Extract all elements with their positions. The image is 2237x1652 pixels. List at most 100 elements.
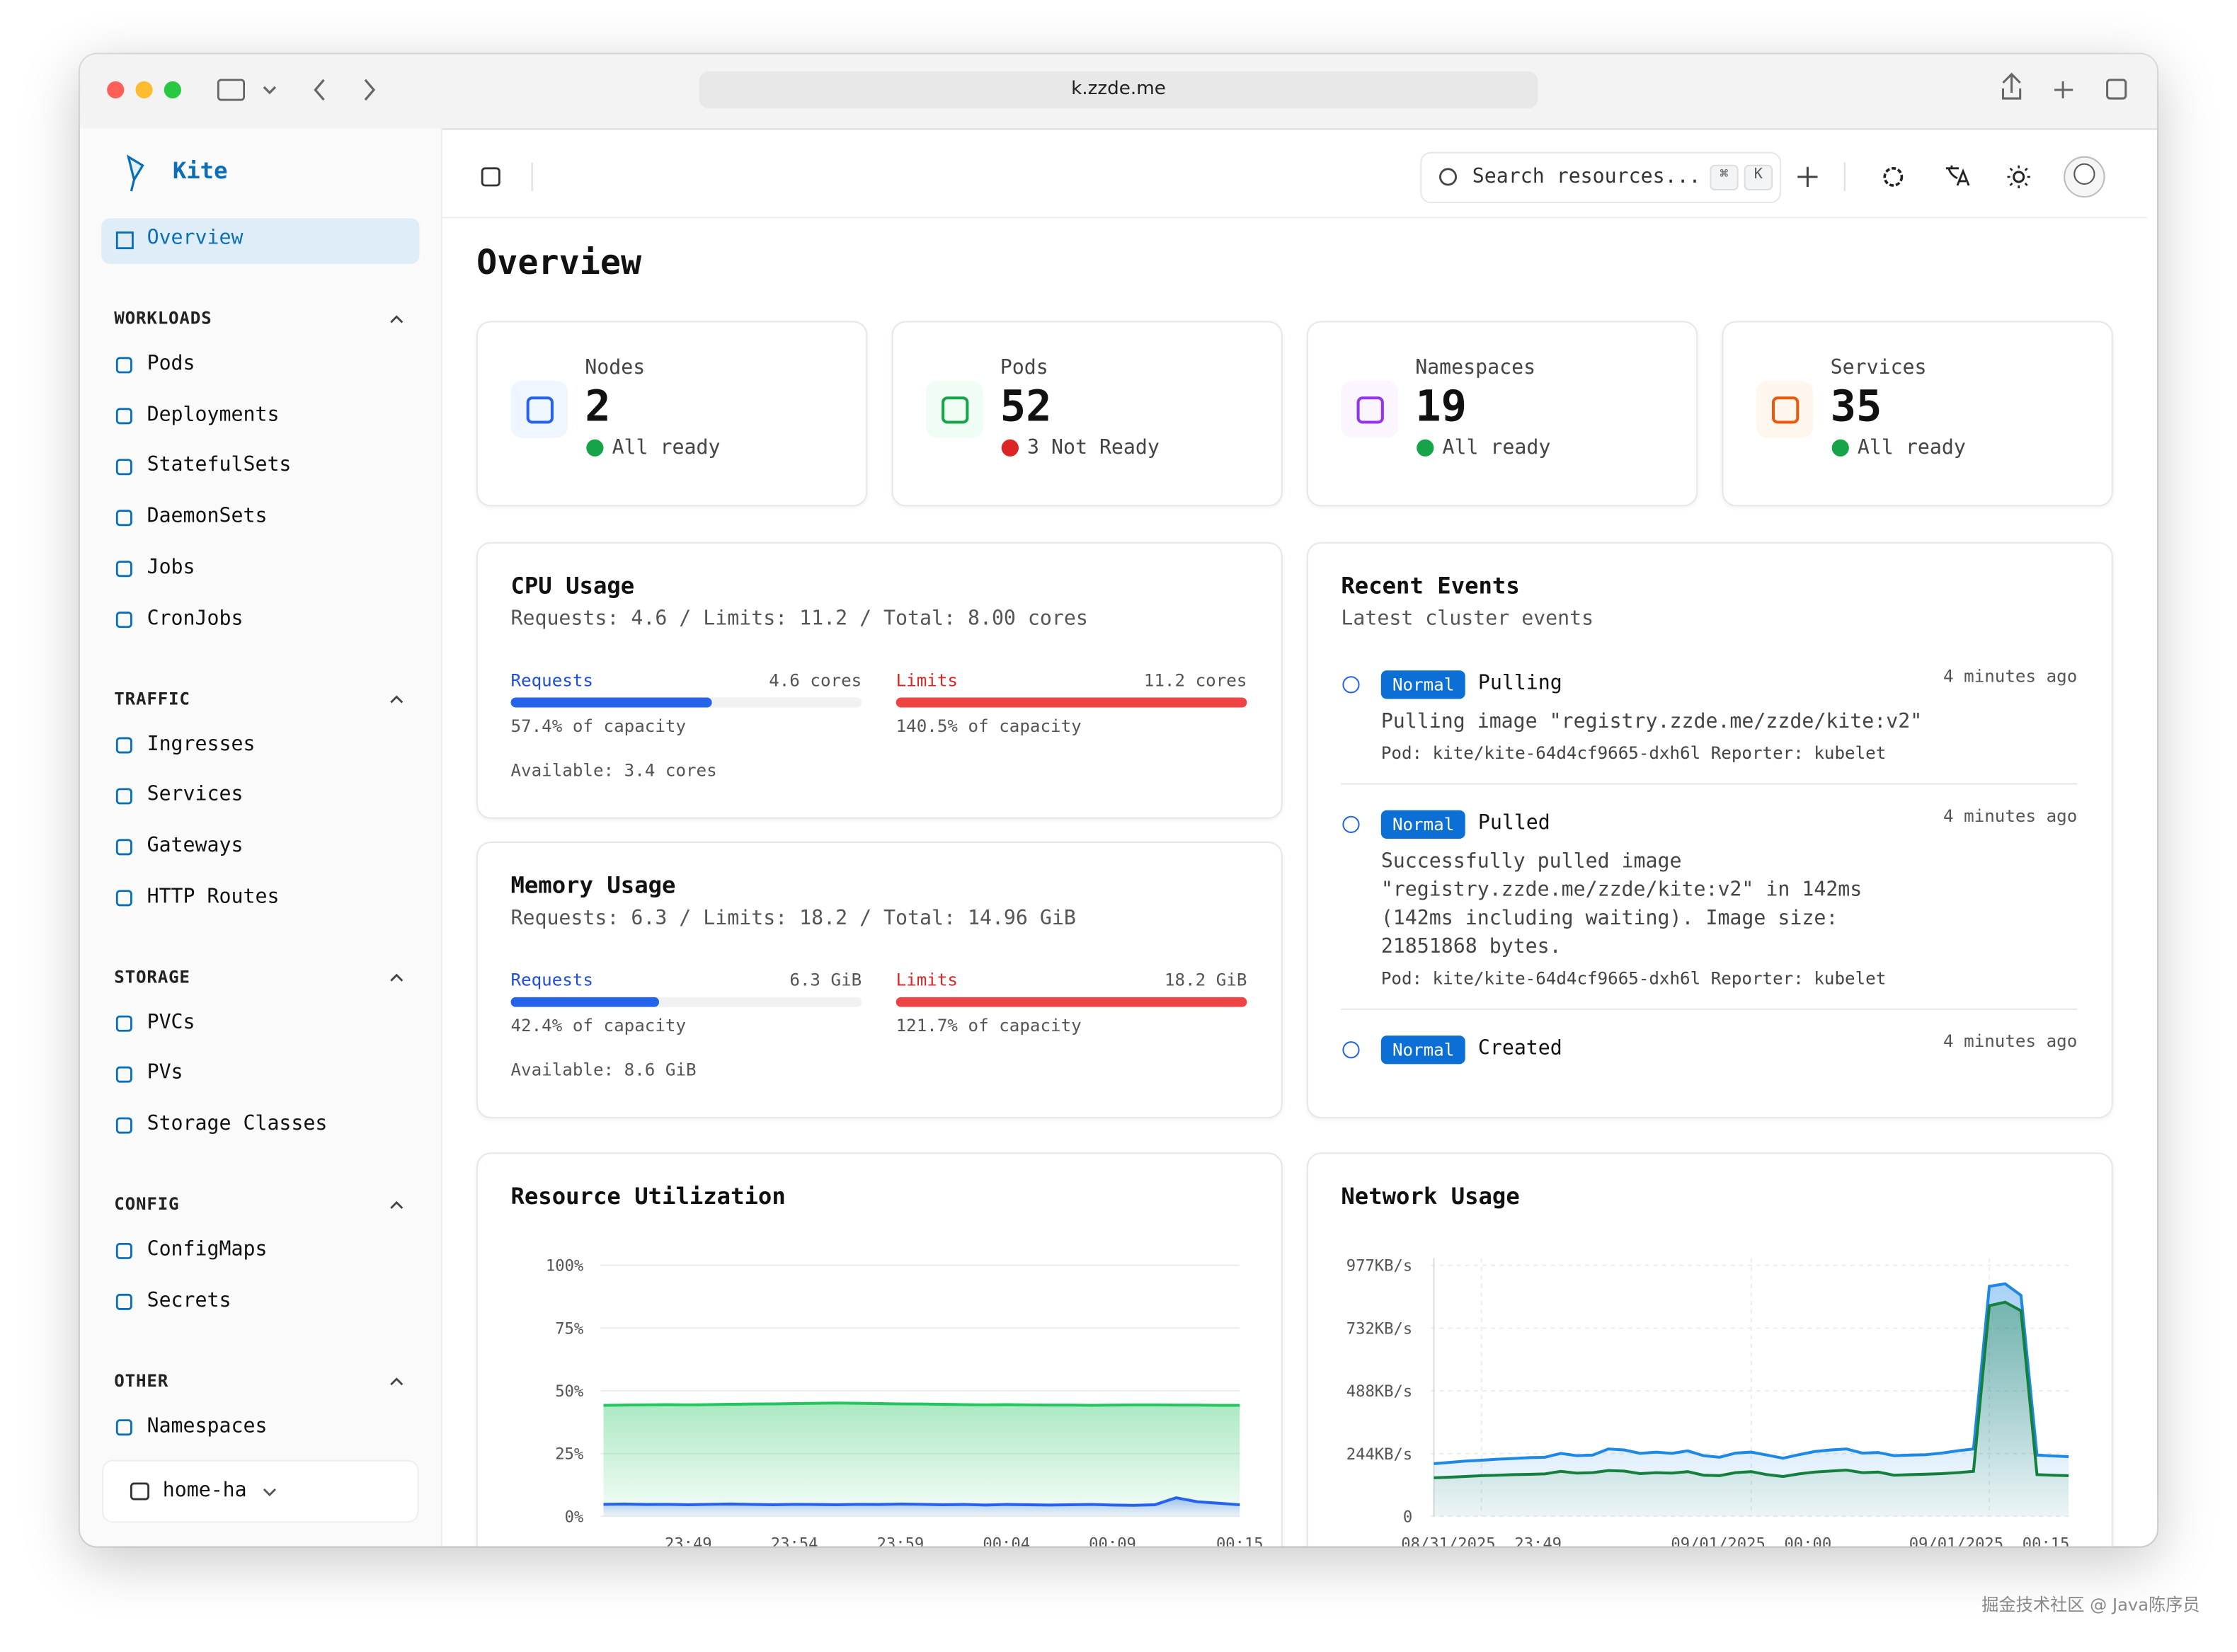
stat-icon [1756,381,1814,438]
nav-item-active[interactable]: Overview [147,226,244,250]
usage-summary: Requests: 4.6 / Limits: 11.2 / Total: 8.… [510,607,1088,631]
stat-value: 35 [1830,382,1882,432]
status-dot [1417,439,1434,457]
event-item[interactable]: Normal Created 4 minutes ago [1341,1030,2077,1087]
chart-title: Network Usage [1341,1182,1520,1210]
stat-icon [510,381,568,438]
cluster-name[interactable]: home-ha [162,1479,247,1503]
tabs-button[interactable] [2106,79,2127,100]
event-meta: Pod: kite/kite-64d4cf9665-dxh6l Reporter… [1380,968,1887,989]
available: Available: 8.6 GiB [510,1060,697,1080]
nav-item[interactable]: Jobs [147,556,195,579]
usage-card [476,541,1283,819]
watermark: 掘金技术社区 @ Java陈序员 [1981,1595,2200,1615]
event-meta: Pod: kite/kite-64d4cf9665-dxh6l Reporter… [1380,742,1887,764]
stat-value: 19 [1415,382,1467,432]
nav-item[interactable]: Ingresses [147,732,256,756]
nav-item[interactable]: HTTP Routes [147,885,280,908]
nav-item[interactable]: ConfigMaps [147,1238,268,1261]
chrome-icons [101,71,2127,1523]
bar-percent: 57.4% of capacity [510,716,687,736]
event-badge: Normal [1380,810,1466,839]
browser-actions[interactable] [2001,72,2073,100]
sidebar-toggle[interactable] [217,79,246,101]
status-dot [586,439,604,457]
theme-button[interactable] [2013,171,2025,183]
bar-fill [896,697,1247,708]
nav-group-title[interactable]: STORAGE [114,966,190,987]
event-item[interactable]: Normal Pulling 4 minutes ago Pulling image … [1341,665,2078,785]
info-icon [1342,676,1360,694]
info-icon [1342,815,1360,833]
stat-label: Pods [1000,356,1048,380]
url: k.zzde.me [1071,78,1166,101]
nav-item[interactable]: PVs [147,1061,183,1085]
nav-item[interactable]: PVCs [147,1011,195,1034]
event-message: Successfully pulled image "registry.zzde… [1380,850,1863,959]
stat-glyph [942,396,969,424]
nav-item[interactable]: DaemonSets [147,505,268,528]
stat-label: Nodes [585,356,646,380]
bar-fill [510,697,713,708]
nav-group-title[interactable]: CONFIG [114,1193,180,1215]
minimize-button[interactable] [135,81,153,99]
nav-group-title[interactable]: TRAFFIC [114,688,190,709]
url-bar[interactable] [699,71,1538,109]
stat-glyph [1356,396,1384,424]
stat-label: Services [1830,356,1927,380]
nav-item[interactable]: Gateways [147,834,244,857]
stat-icon [925,381,983,438]
settings-button[interactable] [1883,166,1904,187]
nav-icon [115,231,134,250]
sidebar [79,128,442,1547]
usage-summary: Requests: 6.3 / Limits: 18.2 / Total: 14… [510,907,1076,930]
event-item[interactable]: Normal Pulled 4 minutes ago Successfully pu… [1341,805,2078,1010]
zoom-button[interactable] [164,81,181,99]
search-icon [1439,168,1458,186]
event-row: Normal Pulled 4 minutes ago [1380,806,2077,842]
stat-label: Namespaces [1415,356,1536,380]
search-box[interactable] [1420,151,1782,204]
bar-percent: 42.4% of capacity [510,1015,687,1036]
nav-item[interactable]: Pods [147,352,195,376]
stat-glyph [526,396,554,424]
stat-status: All ready [1442,436,1551,459]
header-divider [442,217,2148,219]
nav-item[interactable]: StatefulSets [147,454,292,477]
nav-group-title[interactable]: WORKLOADS [114,308,212,328]
nav-item[interactable]: Secrets [147,1289,231,1312]
sidebar-trigger[interactable] [481,167,500,187]
kbd [1744,164,1773,191]
cluster-selector[interactable] [102,1459,419,1523]
bar-amount: 4.6 cores [769,670,862,691]
bar-track [510,697,862,708]
event-time: 4 minutes ago [1943,805,2078,826]
stat-icon [1341,381,1399,438]
stat-status: All ready [1857,436,1966,459]
nav-group-title[interactable]: OTHER [114,1370,169,1391]
info-icon [1342,1041,1360,1059]
bar-fill [896,997,1247,1007]
create-button[interactable] [1797,166,1818,188]
language-button[interactable] [1945,165,1970,186]
bar-amount: 6.3 GiB [789,970,862,990]
chart-card [476,1152,1283,1547]
nav-item[interactable]: Storage Classes [147,1112,328,1136]
nav-item[interactable]: Services [147,783,244,807]
status-dot [1831,439,1849,457]
nav-arrows[interactable] [263,79,376,101]
bar-track [510,997,862,1007]
nav-item[interactable]: Namespaces [147,1414,268,1438]
search-placeholder[interactable]: Search resources... [1472,165,1701,189]
close-button[interactable] [107,81,125,99]
events-title: Recent Events [1341,572,1520,600]
chart-card [1307,1152,2113,1547]
stat-value: 52 [1000,382,1052,432]
theme-rays [2007,165,2030,189]
event-row: Normal Pulling 4 minutes ago [1380,666,2077,701]
nav-item[interactable]: Deployments [147,403,280,426]
usage-title: Memory Usage [510,871,676,899]
nav-item[interactable]: CronJobs [147,607,244,630]
event-time: 4 minutes ago [1943,1031,2078,1052]
